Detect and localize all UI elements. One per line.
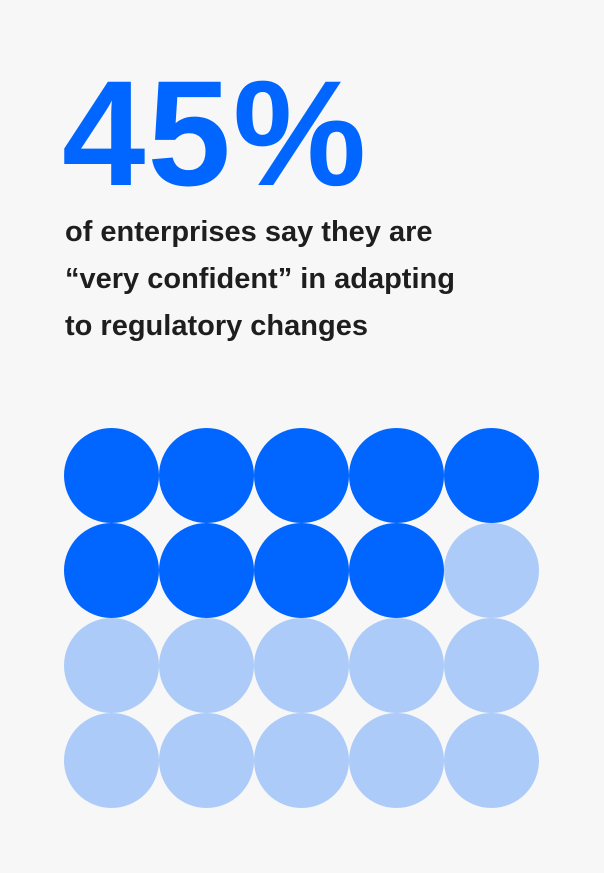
waffle-dot-empty: [64, 713, 159, 808]
description-line-2: “very confident” in adapting: [65, 263, 455, 295]
waffle-dot-filled: [159, 428, 254, 523]
waffle-dot-empty: [254, 618, 349, 713]
waffle-dot-empty: [444, 713, 539, 808]
waffle-dot-empty: [159, 618, 254, 713]
description-line-3: to regulatory changes: [65, 310, 368, 342]
waffle-dot-filled: [349, 428, 444, 523]
waffle-dot-empty: [349, 618, 444, 713]
waffle-chart: [64, 428, 539, 808]
waffle-dot-filled: [444, 428, 539, 523]
description-line-1: of enterprises say they are: [65, 216, 433, 248]
headline-percentage: 45%: [62, 49, 369, 217]
waffle-dot-filled: [64, 523, 159, 618]
waffle-dot-filled: [349, 523, 444, 618]
waffle-dot-empty: [64, 618, 159, 713]
waffle-dot-empty: [254, 713, 349, 808]
headline-description: of enterprises say they are “very confid…: [65, 209, 545, 350]
waffle-dot-empty: [159, 713, 254, 808]
waffle-dot-filled: [64, 428, 159, 523]
waffle-dot-filled: [254, 523, 349, 618]
waffle-dot-empty: [444, 523, 539, 618]
waffle-dot-empty: [349, 713, 444, 808]
waffle-dot-filled: [254, 428, 349, 523]
waffle-dot-empty: [444, 618, 539, 713]
waffle-dot-filled: [159, 523, 254, 618]
